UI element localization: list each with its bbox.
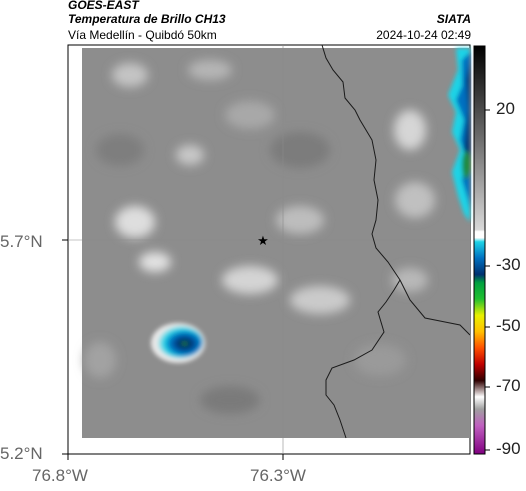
lat-label-5-2: 5.2°N	[0, 444, 43, 463]
colorbar-label-20: 20	[496, 99, 515, 118]
map-gridlines	[68, 45, 470, 454]
lon-label-76-8: 76.8°W	[32, 466, 88, 485]
satellite-title: GOES-EAST	[68, 0, 139, 12]
brand-label: SIATA	[436, 12, 471, 26]
satellite-imagery	[82, 48, 470, 438]
lon-label-76-3: 76.3°W	[250, 466, 306, 485]
colorbar-label-minus90: -90	[496, 439, 521, 458]
admin-borders	[321, 44, 471, 439]
region-subtitle: Vía Medellín - Quibdó 50km	[68, 28, 217, 42]
lat-label-5-7: 5.7°N	[0, 232, 43, 251]
colorbar	[473, 45, 490, 455]
timestamp-label: 2024-10-24 02:49	[376, 28, 471, 42]
colorbar-label-minus30: -30	[496, 255, 521, 274]
colorbar-label-minus50: -50	[496, 316, 521, 335]
star-icon: ★	[257, 234, 269, 249]
product-title: Temperatura de Brillo CH13	[68, 12, 226, 26]
colorbar-label-minus70: -70	[496, 376, 521, 395]
